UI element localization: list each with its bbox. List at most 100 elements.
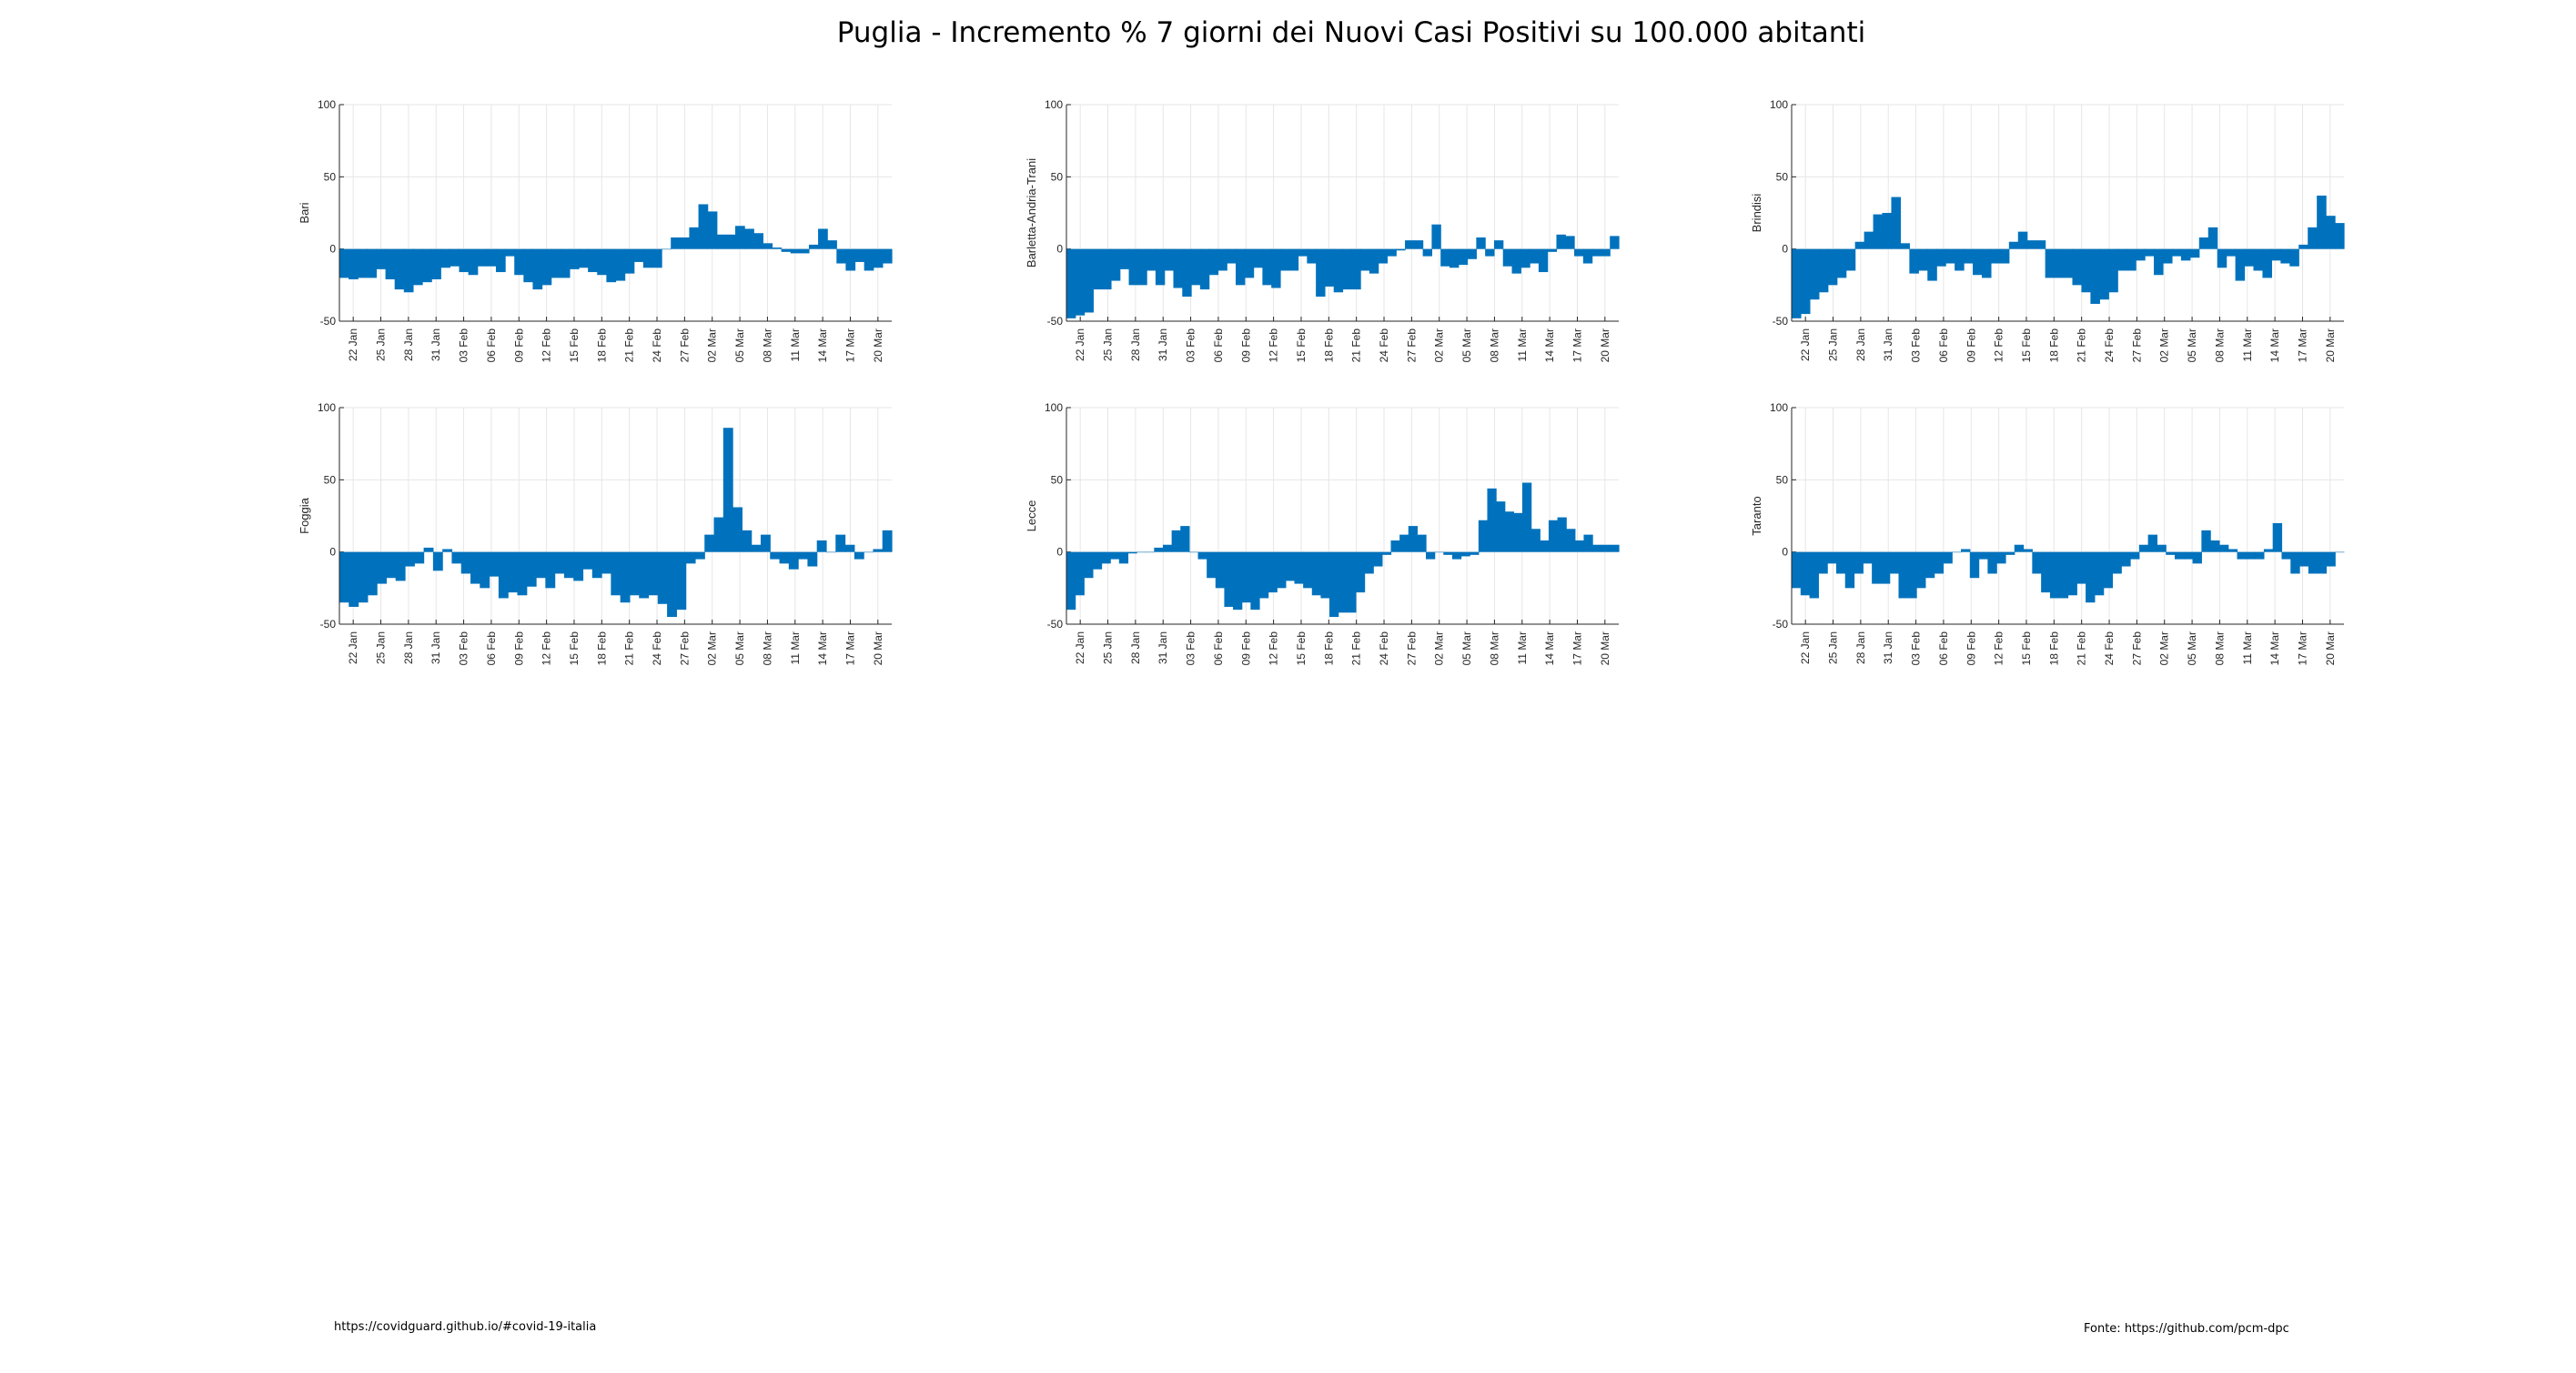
data-bar bbox=[1987, 551, 1997, 574]
x-tick-label: 11 Mar bbox=[1516, 631, 1529, 664]
data-bar bbox=[563, 551, 574, 579]
data-bar bbox=[1981, 248, 1992, 278]
x-tick-label: 22 Jan bbox=[1799, 631, 1812, 664]
data-bar bbox=[1574, 248, 1584, 257]
x-tick-label: 17 Mar bbox=[1571, 328, 1583, 362]
y-tick-label: 0 bbox=[1782, 243, 1788, 256]
data-bar bbox=[744, 228, 754, 249]
y-tick-label: 0 bbox=[1782, 546, 1788, 559]
x-tick-label: 31 Jan bbox=[429, 328, 442, 361]
data-bar bbox=[579, 248, 589, 268]
data-bar bbox=[882, 248, 893, 264]
data-bar bbox=[2262, 248, 2272, 278]
x-tick-label: 25 Jan bbox=[1827, 328, 1840, 361]
data-bar bbox=[676, 551, 687, 611]
data-bar bbox=[1262, 248, 1272, 286]
data-bar bbox=[1873, 214, 1884, 249]
data-bar bbox=[2280, 248, 2290, 264]
data-bar bbox=[358, 248, 368, 278]
data-bar bbox=[1898, 551, 1908, 599]
data-bar bbox=[591, 551, 602, 579]
x-tick-label: 15 Feb bbox=[568, 631, 581, 666]
x-tick-label: 28 Jan bbox=[1854, 631, 1867, 664]
x-tick-label: 18 Feb bbox=[1322, 328, 1335, 363]
data-bar bbox=[2201, 530, 2211, 552]
data-bar bbox=[698, 204, 709, 249]
data-bar bbox=[1872, 551, 1882, 584]
data-bar bbox=[2198, 237, 2209, 249]
data-bar bbox=[1522, 482, 1532, 552]
x-tick-label: 11 Mar bbox=[1516, 328, 1529, 361]
x-tick-label: 03 Feb bbox=[458, 328, 470, 363]
data-bar bbox=[1818, 551, 1828, 574]
data-bar bbox=[1253, 248, 1263, 268]
data-bar bbox=[1197, 551, 1207, 560]
data-bar bbox=[1565, 236, 1575, 249]
data-bar bbox=[1969, 551, 1980, 579]
data-bar bbox=[1927, 248, 1937, 281]
y-tick-label: -50 bbox=[320, 315, 337, 328]
data-bar bbox=[442, 549, 453, 552]
y-tick-label: 100 bbox=[318, 98, 336, 111]
x-tick-label: 17 Mar bbox=[1571, 631, 1583, 665]
data-bar bbox=[498, 551, 509, 599]
data-bar bbox=[1294, 551, 1304, 584]
x-tick-label: 06 Feb bbox=[1937, 631, 1950, 666]
x-tick-label: 20 Mar bbox=[1599, 631, 1611, 665]
data-bar bbox=[1128, 248, 1138, 286]
x-tick-label: 02 Mar bbox=[706, 328, 719, 362]
data-bar bbox=[2045, 248, 2056, 278]
data-bar bbox=[642, 248, 653, 268]
data-bar bbox=[432, 551, 443, 571]
x-tick-label: 20 Mar bbox=[1599, 328, 1611, 362]
x-tick-label: 05 Mar bbox=[2186, 328, 2198, 362]
data-bar bbox=[1936, 248, 1946, 267]
x-tick-label: 09 Feb bbox=[512, 328, 525, 363]
data-bar bbox=[2026, 240, 2037, 249]
data-bar bbox=[2072, 248, 2083, 286]
data-bar bbox=[1066, 551, 1076, 611]
data-bar bbox=[2005, 551, 2015, 555]
data-bar bbox=[816, 540, 827, 552]
data-bar bbox=[770, 551, 781, 560]
data-bar bbox=[1854, 551, 1864, 574]
data-bar bbox=[1530, 529, 1541, 552]
data-bar bbox=[1110, 248, 1121, 281]
data-bar bbox=[376, 248, 387, 269]
x-tick-label: 09 Feb bbox=[1239, 631, 1252, 666]
data-bar bbox=[2253, 248, 2264, 271]
x-tick-label: 14 Mar bbox=[2268, 631, 2281, 665]
data-bar bbox=[2162, 248, 2173, 264]
data-bar bbox=[1945, 248, 1955, 264]
data-bar bbox=[1467, 248, 1477, 259]
data-bar bbox=[597, 248, 607, 276]
y-tick-label: -50 bbox=[320, 618, 337, 631]
chart-panel-bari: -50 0 50 100 22 Jan 25 Jan 28 Jan 31 Jan 03 Feb 0… bbox=[298, 98, 893, 362]
data-bar bbox=[395, 551, 406, 581]
x-tick-label: 17 Mar bbox=[844, 631, 856, 665]
data-bar bbox=[1440, 248, 1450, 267]
y-tick-label: -50 bbox=[1773, 315, 1789, 328]
data-bar bbox=[1075, 551, 1085, 596]
x-tick-label: 18 Feb bbox=[595, 328, 608, 363]
data-bar bbox=[495, 248, 506, 273]
x-tick-label: 18 Feb bbox=[595, 631, 608, 666]
x-tick-label: 28 Jan bbox=[1854, 328, 1867, 361]
data-bar bbox=[1582, 248, 1593, 264]
data-bar bbox=[523, 248, 534, 283]
y-tick-label: 100 bbox=[1045, 98, 1063, 111]
data-bar bbox=[629, 551, 640, 596]
data-bar bbox=[2014, 544, 2025, 552]
x-tick-label: 14 Mar bbox=[1543, 631, 1556, 665]
data-bar bbox=[825, 551, 836, 553]
x-tick-label: 20 Mar bbox=[872, 631, 884, 665]
x-tick-label: 02 Mar bbox=[2158, 328, 2171, 362]
data-bar bbox=[1889, 551, 1900, 574]
data-bar bbox=[648, 551, 659, 596]
data-bar bbox=[2154, 248, 2164, 276]
data-bar bbox=[689, 227, 700, 249]
data-bar bbox=[2090, 248, 2100, 304]
data-bar bbox=[1288, 248, 1299, 271]
x-tick-label: 15 Feb bbox=[1295, 631, 1308, 666]
data-bar bbox=[1075, 248, 1086, 316]
